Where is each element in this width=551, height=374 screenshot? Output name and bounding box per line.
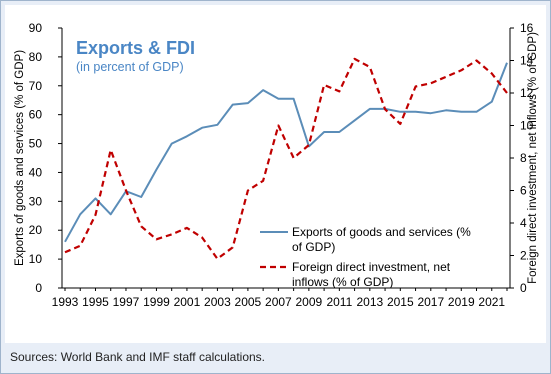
left-tick-label: 40 [29, 165, 43, 179]
exports-series-line [64, 62, 508, 243]
legend-label-line: inflows (% of GDP) [292, 275, 393, 289]
right-tick-label: 16 [520, 21, 534, 35]
right-tick-label: 0 [520, 281, 527, 295]
right-tick-label: 8 [520, 151, 527, 165]
legend-label-line: of GDP) [292, 240, 335, 254]
right-tick-label: 2 [520, 249, 527, 263]
fdi-series-line [64, 57, 508, 260]
right-tick-label: 6 [520, 184, 527, 198]
x-tick-label: 2019 [448, 295, 475, 309]
x-tick-label: 2017 [417, 295, 444, 309]
left-tick-label: 20 [29, 223, 43, 237]
left-axis-title: Exports of goods and services (% of GDP) [14, 50, 26, 266]
x-tick-label: 2007 [265, 295, 292, 309]
x-tick-label: 2021 [478, 295, 505, 309]
x-tick-label: 1999 [143, 295, 170, 309]
right-axis-title: Foreign direct investment, net inflows (… [527, 32, 539, 284]
exports-fdi-chart: 0 10 20 30 40 50 60 70 80 90 0 2 4 6 8 10 12 14 16 1993 1995… [14, 21, 539, 309]
left-tick-label: 50 [29, 137, 43, 151]
right-tick-label: 10 [520, 119, 534, 133]
left-tick-label: 60 [29, 108, 43, 122]
left-tick-label: 90 [29, 21, 43, 35]
left-tick-label: 80 [29, 50, 43, 64]
left-tick-label: 10 [29, 252, 43, 266]
right-tick-label: 4 [520, 216, 527, 230]
x-tick-label: 2015 [387, 295, 414, 309]
x-tick-label: 1995 [82, 295, 109, 309]
x-tick-label: 2013 [356, 295, 383, 309]
chart-title: Exports & FDI [76, 38, 195, 58]
source-note: Sources: World Bank and IMF staff calcul… [10, 350, 266, 364]
x-tick-label: 2003 [204, 295, 231, 309]
x-tick-label: 2011 [326, 295, 352, 309]
x-tick-label: 2005 [235, 295, 262, 309]
left-tick-label: 70 [29, 79, 43, 93]
chart-subtitle: (in percent of GDP) [76, 60, 184, 74]
left-tick-label: 0 [35, 281, 42, 295]
plot-panel: 0 10 20 30 40 50 60 70 80 90 0 2 4 6 8 10 12 14 16 1993 1995… [5, 5, 546, 343]
legend-label-line: Exports of goods and services (% [292, 225, 471, 239]
x-tick-label: 1997 [113, 295, 140, 309]
right-tick-label: 12 [520, 86, 534, 100]
x-tick-label: 1993 [52, 295, 79, 309]
right-tick-label: 14 [520, 54, 534, 68]
x-tick-label: 2001 [174, 295, 201, 309]
left-tick-label: 30 [29, 194, 43, 208]
legend-label-line: Foreign direct investment, net [292, 260, 451, 274]
x-tick-label: 2009 [296, 295, 323, 309]
